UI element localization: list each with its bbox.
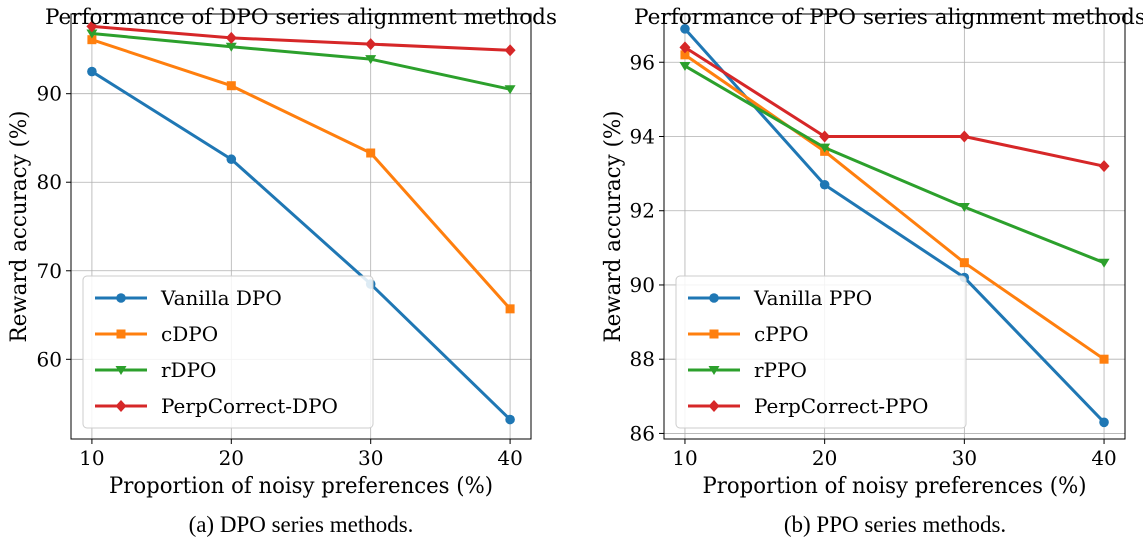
x-tick-label: 10	[672, 446, 697, 470]
data-point	[819, 143, 831, 153]
x-tick-label: 10	[79, 446, 104, 470]
legend-marker	[709, 329, 719, 339]
x-axis-label: Proportion of noisy preferences (%)	[109, 474, 493, 499]
legend-label: Vanilla DPO	[160, 286, 282, 310]
data-point	[365, 55, 377, 65]
legend	[675, 275, 967, 429]
data-point	[680, 50, 690, 60]
data-point	[87, 66, 97, 77]
data-point	[87, 35, 97, 45]
series-line-4	[684, 46, 1105, 168]
legend	[82, 275, 374, 429]
data-point	[504, 85, 516, 95]
x-axis-label: Proportion of noisy preferences (%)	[703, 474, 1087, 499]
data-point	[819, 130, 831, 143]
chart-title: Performance of PPO series alignment meth…	[634, 5, 1143, 29]
data-point	[679, 61, 691, 71]
data-point	[679, 41, 691, 54]
data-point	[505, 414, 515, 425]
data-point	[366, 148, 376, 158]
legend-marker	[708, 400, 720, 412]
y-tick-label: 60	[37, 347, 62, 371]
legend-label: Vanilla PPO	[753, 286, 872, 310]
data-point	[959, 258, 969, 268]
data-point	[505, 304, 515, 314]
legend-label: cDPO	[161, 322, 218, 346]
legend-marker	[116, 329, 126, 339]
chart-panel-1: 10 20 30 40 60 70 80 90 Performance of DPO serie…	[7, 5, 557, 537]
y-tick-label: 80	[37, 170, 62, 194]
data-point	[1099, 354, 1109, 364]
axes-frame	[70, 13, 532, 440]
series-line-3	[684, 64, 1105, 265]
legend-label: cPPO	[754, 322, 809, 346]
data-point	[86, 29, 98, 39]
y-tick-label: 90	[37, 82, 62, 106]
series-line-2	[684, 53, 1105, 361]
y-tick-label: 94	[630, 124, 655, 148]
y-tick-label: 86	[630, 421, 655, 445]
legend-label: PerpCorrect-PPO	[754, 394, 928, 418]
data-point	[86, 20, 98, 33]
data-point	[504, 44, 516, 57]
data-point	[819, 179, 830, 190]
data-point	[225, 42, 237, 52]
data-point	[226, 154, 237, 165]
chart-panel-2: 10 20 30 40 86 88 90 92 94 96 Performance of PPO s…	[601, 5, 1143, 537]
data-point	[1099, 417, 1109, 428]
y-tick-label: 92	[630, 199, 655, 223]
series-line-3	[91, 31, 511, 91]
x-tick-label: 40	[497, 446, 522, 470]
chart-title: Performance of DPO series alignment meth…	[45, 5, 557, 29]
legend-label: rDPO	[161, 358, 216, 382]
legend-marker	[709, 293, 719, 303]
x-tick-label: 20	[812, 446, 837, 470]
x-tick-label: 20	[219, 446, 244, 470]
x-tick-label: 30	[952, 446, 977, 470]
x-tick-label: 30	[358, 446, 383, 470]
data-point	[958, 203, 970, 213]
y-tick-label: 96	[630, 50, 655, 74]
legend-marker	[116, 293, 126, 303]
data-point	[226, 81, 236, 91]
legend-marker	[708, 366, 720, 375]
figure-caption: (a) DPO series methods.	[189, 512, 414, 537]
figure-caption: (b) PPO series methods.	[784, 512, 1006, 537]
legend-label: PerpCorrect-DPO	[161, 394, 338, 418]
legend-label: rPPO	[754, 358, 807, 382]
y-axis-label: Reward accuracy (%)	[7, 111, 32, 343]
data-point	[1098, 258, 1110, 268]
x-tick-label: 40	[1091, 446, 1116, 470]
data-point	[365, 38, 377, 51]
y-tick-label: 70	[37, 259, 62, 283]
axes-frame	[663, 13, 1126, 440]
legend-marker	[115, 366, 127, 375]
y-tick-label: 90	[630, 273, 655, 297]
y-axis-label: Reward accuracy (%)	[601, 111, 626, 343]
series-line-2	[91, 38, 512, 310]
y-tick-label: 88	[630, 347, 655, 371]
legend-marker	[115, 400, 127, 412]
data-point	[958, 130, 970, 143]
data-point	[225, 31, 237, 44]
data-point	[1098, 160, 1110, 173]
data-point	[680, 24, 690, 34]
series-line-4	[91, 24, 511, 52]
series-line-1	[91, 70, 512, 421]
